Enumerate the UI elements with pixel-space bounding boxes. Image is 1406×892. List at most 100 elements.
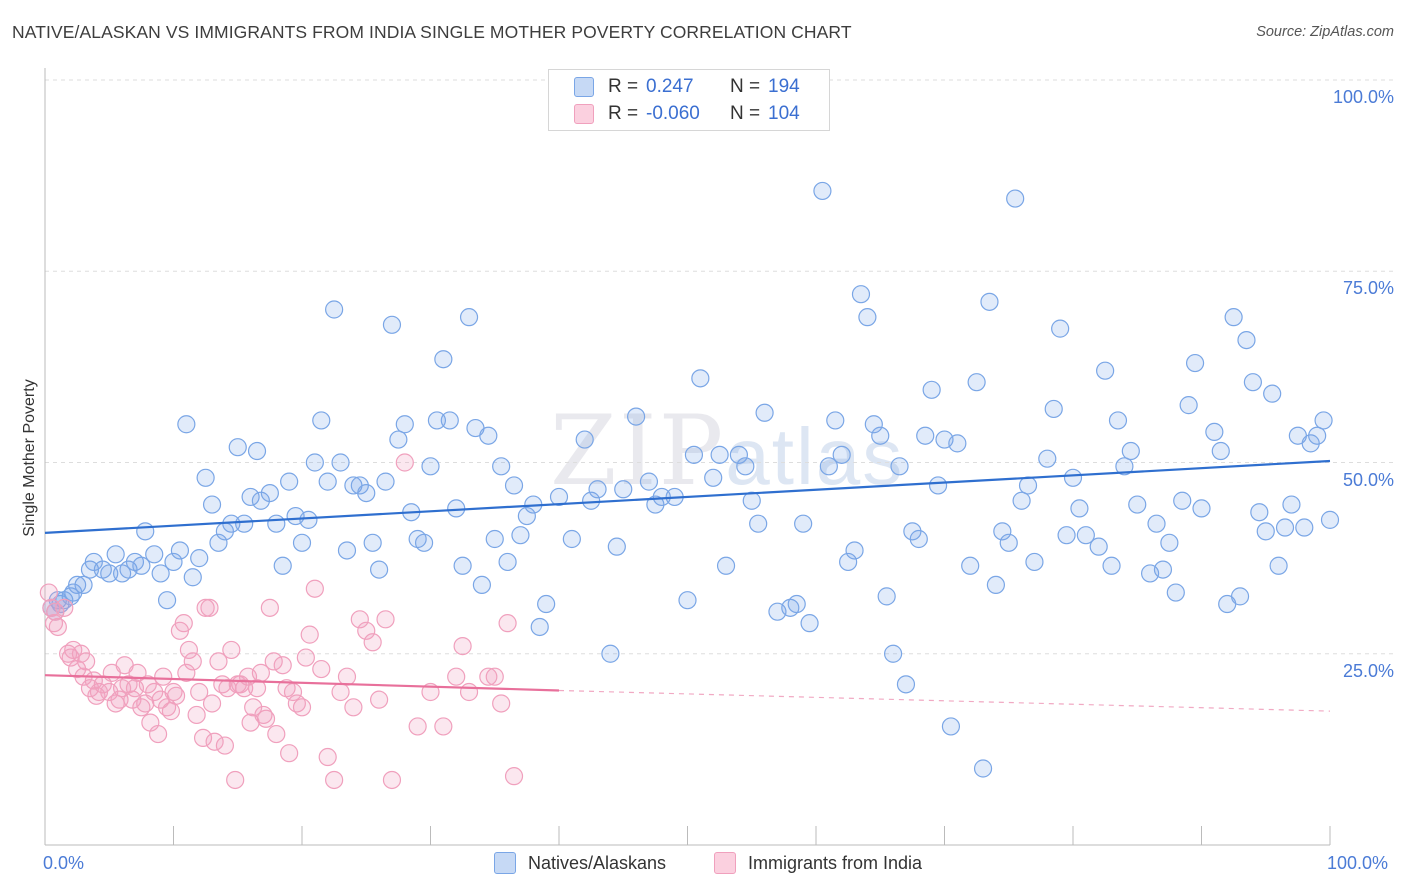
data-point xyxy=(1057,526,1076,545)
data-point xyxy=(877,587,896,606)
data-point xyxy=(300,625,319,644)
data-point xyxy=(1063,468,1083,487)
n-label: N = xyxy=(730,76,761,97)
data-point xyxy=(235,679,254,698)
data-point xyxy=(447,667,466,686)
data-point xyxy=(148,724,168,744)
data-point xyxy=(196,598,215,617)
data-point xyxy=(299,510,318,529)
data-point xyxy=(459,308,479,327)
data-point xyxy=(132,556,151,575)
data-point xyxy=(55,598,74,617)
data-point xyxy=(363,533,382,552)
data-point xyxy=(967,373,986,392)
x-tick-min: 0.0% xyxy=(43,853,85,873)
data-point xyxy=(1314,411,1333,430)
data-point xyxy=(1115,457,1134,476)
legend-swatch-india xyxy=(714,852,736,874)
data-point xyxy=(614,480,633,499)
data-point xyxy=(434,350,453,369)
series-legend: Natives/Alaskans Immigrants from India xyxy=(0,852,1406,878)
data-point xyxy=(826,411,845,430)
data-point xyxy=(183,652,202,671)
data-point xyxy=(151,564,170,583)
data-point xyxy=(292,698,312,717)
data-point xyxy=(1121,441,1140,461)
series-india-points xyxy=(39,453,524,790)
trend-line-india-extension xyxy=(558,689,1331,712)
data-point xyxy=(179,640,199,660)
data-point xyxy=(209,533,228,552)
data-point xyxy=(408,717,427,736)
data-point xyxy=(530,617,549,637)
data-point xyxy=(260,484,279,503)
data-point xyxy=(819,457,838,476)
data-point xyxy=(1147,514,1166,533)
data-point xyxy=(440,411,459,430)
data-point xyxy=(691,369,710,388)
data-point xyxy=(244,698,263,717)
data-point xyxy=(1173,491,1192,510)
axes xyxy=(44,68,1331,846)
legend-item-india[interactable]: Immigrants from India xyxy=(714,852,922,874)
data-point xyxy=(209,652,228,671)
data-point xyxy=(389,430,408,449)
data-point xyxy=(174,614,193,633)
data-point xyxy=(376,610,395,629)
data-point xyxy=(1224,308,1243,327)
data-point xyxy=(222,640,241,660)
data-point xyxy=(1320,510,1340,529)
data-point xyxy=(110,690,129,709)
n-value: 194 xyxy=(768,76,800,97)
data-point xyxy=(154,667,173,686)
data-point xyxy=(1051,319,1070,338)
data-point xyxy=(260,598,279,617)
data-point xyxy=(549,487,569,507)
data-point xyxy=(205,732,224,751)
data-point xyxy=(504,767,524,786)
data-point xyxy=(1237,331,1256,350)
data-point xyxy=(202,694,222,713)
data-point xyxy=(267,514,286,533)
data-point xyxy=(74,575,93,595)
data-point xyxy=(916,426,935,445)
y-tick-label: 75.0% xyxy=(1342,278,1394,299)
data-point xyxy=(376,472,395,491)
data-point xyxy=(1230,587,1250,606)
data-point xyxy=(883,644,903,663)
data-point xyxy=(161,702,181,721)
data-point xyxy=(986,575,1006,595)
data-point xyxy=(200,598,219,617)
data-point xyxy=(716,556,736,575)
data-point xyxy=(896,675,916,694)
r-value: 0.247 xyxy=(646,76,694,97)
data-point xyxy=(453,636,472,656)
data-point xyxy=(1185,353,1205,373)
data-point xyxy=(318,747,337,767)
data-point xyxy=(1038,449,1057,468)
legend-label-natives: Natives/Alaskans xyxy=(528,852,667,873)
data-point xyxy=(1263,384,1282,403)
data-point xyxy=(845,541,864,560)
data-point xyxy=(363,633,382,652)
data-point xyxy=(247,679,267,698)
data-point xyxy=(562,529,581,549)
chart-title: NATIVE/ALASKAN VS IMMIGRANTS FROM INDIA … xyxy=(12,22,852,42)
data-point xyxy=(280,472,299,491)
data-point xyxy=(1308,426,1327,445)
data-point xyxy=(800,614,819,633)
data-point xyxy=(164,552,183,572)
data-point xyxy=(177,415,196,434)
data-point xyxy=(485,667,504,686)
data-point xyxy=(68,575,87,595)
legend-item-natives[interactable]: Natives/Alaskans xyxy=(494,852,666,874)
data-point xyxy=(1179,396,1198,415)
data-point xyxy=(77,652,96,671)
x-tick-max: 100.0% xyxy=(1327,853,1389,873)
data-point xyxy=(331,682,350,702)
data-point xyxy=(1070,499,1089,518)
data-point xyxy=(704,468,723,487)
data-point xyxy=(421,457,440,476)
data-point xyxy=(273,556,292,575)
data-point xyxy=(1012,491,1031,510)
